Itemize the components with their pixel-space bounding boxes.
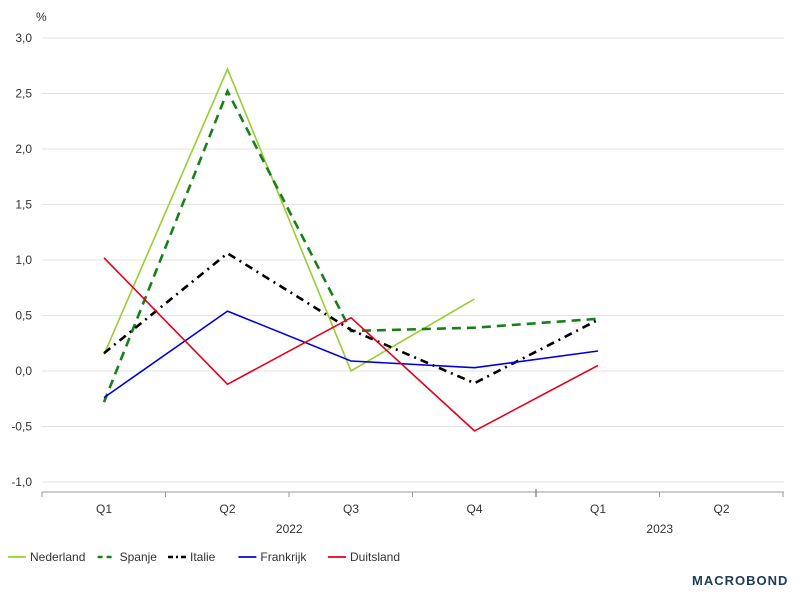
y-tick-label: 2,0 xyxy=(15,142,32,156)
year-label: 2022 xyxy=(276,522,303,536)
x-tick-label: Q1 xyxy=(590,502,606,516)
x-tick-label: Q2 xyxy=(219,502,235,516)
legend-label-spanje: Spanje xyxy=(120,550,158,564)
y-tick-label: -0,5 xyxy=(11,420,32,434)
series-line-nederland xyxy=(103,67,475,373)
series-lines xyxy=(102,67,599,432)
x-tick-label: Q3 xyxy=(343,502,359,516)
legend: Nederland Spanje Italie Frankrijk Duitsland xyxy=(8,550,400,564)
x-tick-label: Q4 xyxy=(466,502,482,516)
x-tick-label: Q2 xyxy=(713,502,729,516)
gridlines xyxy=(42,37,784,483)
legend-label-frankrijk: Frankrijk xyxy=(260,550,307,564)
legend-label-duitsland: Duitsland xyxy=(350,550,400,564)
y-axis-unit-label: % xyxy=(36,10,47,24)
x-tick-label: Q1 xyxy=(96,502,112,516)
legend-label-nederland: Nederland xyxy=(30,550,85,564)
y-tick-label: 0,5 xyxy=(15,309,32,323)
series-line-duitsland xyxy=(103,257,599,432)
y-axis-tick-labels: 3,0 2,5 2,0 1,5 1,0 0,5 0,0 -0,5 -1,0 xyxy=(11,31,32,489)
y-tick-label: 1,5 xyxy=(15,198,32,212)
y-tick-label: -1,0 xyxy=(11,475,32,489)
series-line-spanje xyxy=(102,88,599,403)
macrobond-logo-text: MACROBOND xyxy=(692,573,788,588)
y-tick-label: 3,0 xyxy=(15,31,32,45)
y-tick-label: 0,0 xyxy=(15,364,32,378)
y-tick-label: 1,0 xyxy=(15,253,32,267)
series-line-frankrijk xyxy=(103,310,599,399)
macrobond-logo: MACROBOND xyxy=(692,573,788,588)
legend-label-italie: Italie xyxy=(190,550,216,564)
x-axis: Q1 Q2 Q3 Q4 Q1 Q2 2022 2023 xyxy=(41,489,784,536)
year-label: 2023 xyxy=(646,522,673,536)
y-tick-label: 2,5 xyxy=(15,87,32,101)
